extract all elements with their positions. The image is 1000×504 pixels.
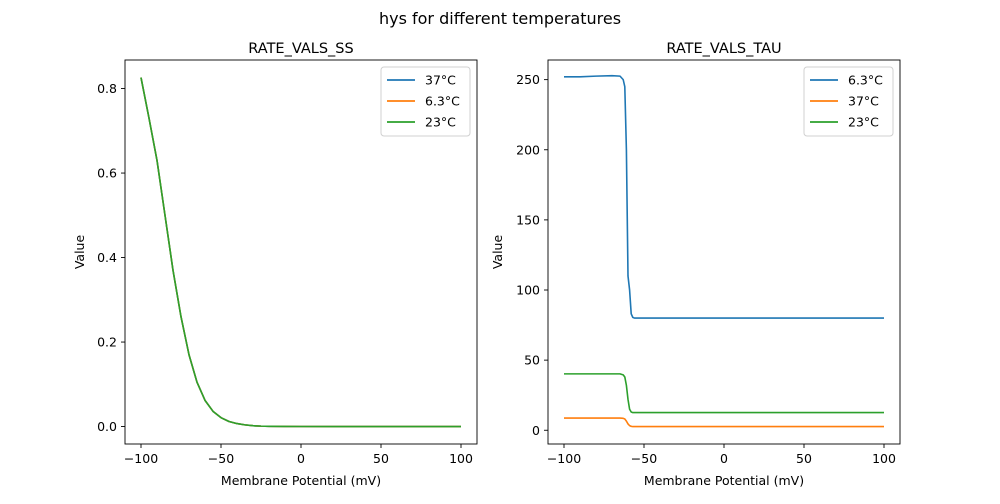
- axes-rate-vals-ss: RATE_VALS_SS −100 −50 0 50 100 0.0 0.2 0.4 0.6 0.8…: [72, 41, 478, 488]
- y-tick-label: 0.6: [97, 166, 117, 181]
- x-tick-label: 50: [796, 451, 812, 466]
- y-tick-label: 100: [516, 283, 540, 298]
- y-tick-label: 0: [532, 423, 540, 438]
- legend-label: 23°C: [425, 115, 456, 130]
- legend-box: [803, 66, 894, 137]
- axes-title: RATE_VALS_TAU: [666, 41, 781, 57]
- y-tick-label: 150: [516, 212, 540, 227]
- x-tick-label: 50: [373, 451, 389, 466]
- legend: 37°C 6.3°C 23°C: [380, 66, 471, 137]
- legend-label: 37°C: [425, 73, 456, 88]
- y-axis-label: Value: [490, 235, 505, 270]
- x-axis-label: Membrane Potential (mV): [644, 473, 804, 488]
- x-tick-label: −50: [208, 451, 234, 466]
- y-tick-label: 0.2: [97, 335, 117, 350]
- x-tick-label: 100: [872, 451, 896, 466]
- x-axis-label: Membrane Potential (mV): [221, 473, 381, 488]
- figure-suptitle: hys for different temperatures: [379, 9, 621, 28]
- y-tick-label: 50: [524, 353, 540, 368]
- x-tick-label: −100: [124, 451, 158, 466]
- legend-label: 23°C: [848, 115, 879, 130]
- series-line-6-3-c: [564, 74, 884, 319]
- y-tick-label: 0.8: [97, 81, 117, 96]
- y-axis-label: Value: [72, 235, 87, 270]
- axes-title: RATE_VALS_SS: [248, 41, 353, 57]
- axes-rate-vals-tau: RATE_VALS_TAU −100 −50 0 50 100 0 50 100 150 200 25…: [490, 41, 901, 488]
- x-tick-label: 0: [720, 451, 728, 466]
- x-tick-label: 100: [449, 451, 473, 466]
- legend-label: 37°C: [848, 94, 879, 109]
- series-line-23-c: [140, 77, 461, 428]
- legend-label: 6.3°C: [425, 94, 460, 109]
- y-tick-label: 0.4: [97, 250, 117, 265]
- series-line-23-c: [564, 373, 884, 414]
- x-tick-label: 0: [297, 451, 305, 466]
- x-tick-label: −50: [631, 451, 657, 466]
- legend-label: 6.3°C: [848, 73, 883, 88]
- legend-box: [380, 66, 471, 137]
- y-tick-label: 250: [516, 72, 540, 87]
- x-tick-label: −100: [547, 451, 581, 466]
- series-line-37-c: [564, 417, 884, 428]
- legend: 6.3°C 37°C 23°C: [803, 66, 894, 137]
- y-tick-label: 200: [516, 142, 540, 157]
- y-tick-label: 0.0: [97, 419, 117, 434]
